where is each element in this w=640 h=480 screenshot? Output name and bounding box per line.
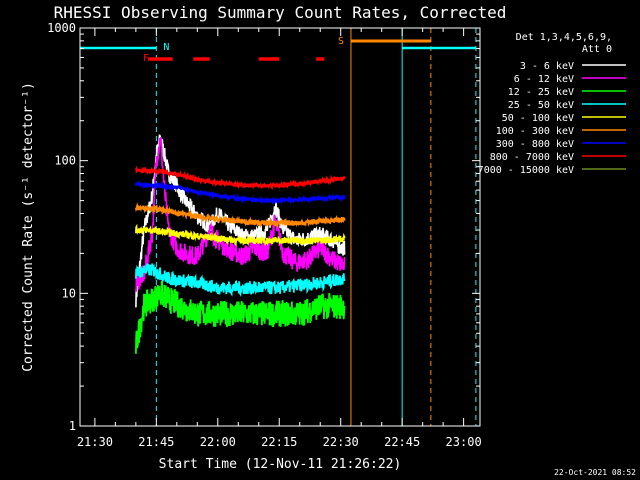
legend-label-7: 800 - 7000 keV: [490, 152, 574, 163]
legend-label-2: 12 - 25 keV: [508, 87, 574, 98]
y-tick-label-0: 1: [69, 419, 76, 433]
plot-frame: [79, 27, 481, 427]
footer-date: 22-Oct-2021 08:52: [554, 468, 636, 477]
y-tick-label-3: 1000: [47, 21, 76, 35]
y-axis-label: Corrected Count Rate (s⁻¹ detector⁻¹): [21, 82, 36, 372]
chart-title: RHESSI Observing Summary Count Rates, Co…: [54, 3, 507, 22]
plot-area: N F S: [79, 28, 477, 426]
legend-label-5: 100 - 300 keV: [496, 126, 574, 137]
series-line-3: [135, 263, 346, 298]
y-tick-label-1: 10: [62, 286, 76, 300]
legend-label-3: 25 - 50 keV: [508, 100, 574, 111]
series-line-4: [135, 223, 346, 247]
x-tick-label-0: 21:30: [77, 435, 113, 449]
annotation-f: F: [143, 53, 149, 64]
series-line-7: [135, 165, 346, 191]
x-tick-label-5: 22:45: [384, 435, 420, 449]
axes: 1 10 100 1000 21:30 21:45 22:00 22:15 22:30 22:45…: [47, 21, 482, 449]
x-axis-label: Start Time (12-Nov-11 21:26:22): [159, 457, 402, 472]
legend-label-0: 3 - 6 keV: [520, 61, 574, 72]
x-tick-label-4: 22:30: [323, 435, 359, 449]
annotation-s: S: [338, 36, 344, 47]
x-tick-label-3: 22:15: [261, 435, 297, 449]
annotation-n: N: [163, 42, 169, 53]
legend-label-6: 300 - 800 keV: [496, 139, 574, 150]
legend-label-1: 6 - 12 keV: [514, 74, 574, 85]
legend: Det 1,3,4,5,6,9,Att 0 3 - 6 keV 6 - 12 keV…: [478, 32, 626, 176]
legend-label-4: 50 - 100 keV: [502, 113, 574, 124]
series-line-5: [135, 202, 346, 229]
x-tick-label-6: 23:00: [446, 435, 482, 449]
x-tick-label-1: 21:45: [138, 435, 174, 449]
series-line-6: [135, 180, 346, 206]
y-tick-label-2: 100: [54, 154, 76, 168]
legend-header-1: Att 0: [582, 44, 612, 55]
legend-label-8: 7000 - 15000 keV: [478, 165, 574, 176]
series-line-2: [135, 280, 346, 354]
legend-header-0: Det 1,3,4,5,6,9,: [516, 32, 612, 43]
x-tick-label-2: 22:00: [200, 435, 236, 449]
